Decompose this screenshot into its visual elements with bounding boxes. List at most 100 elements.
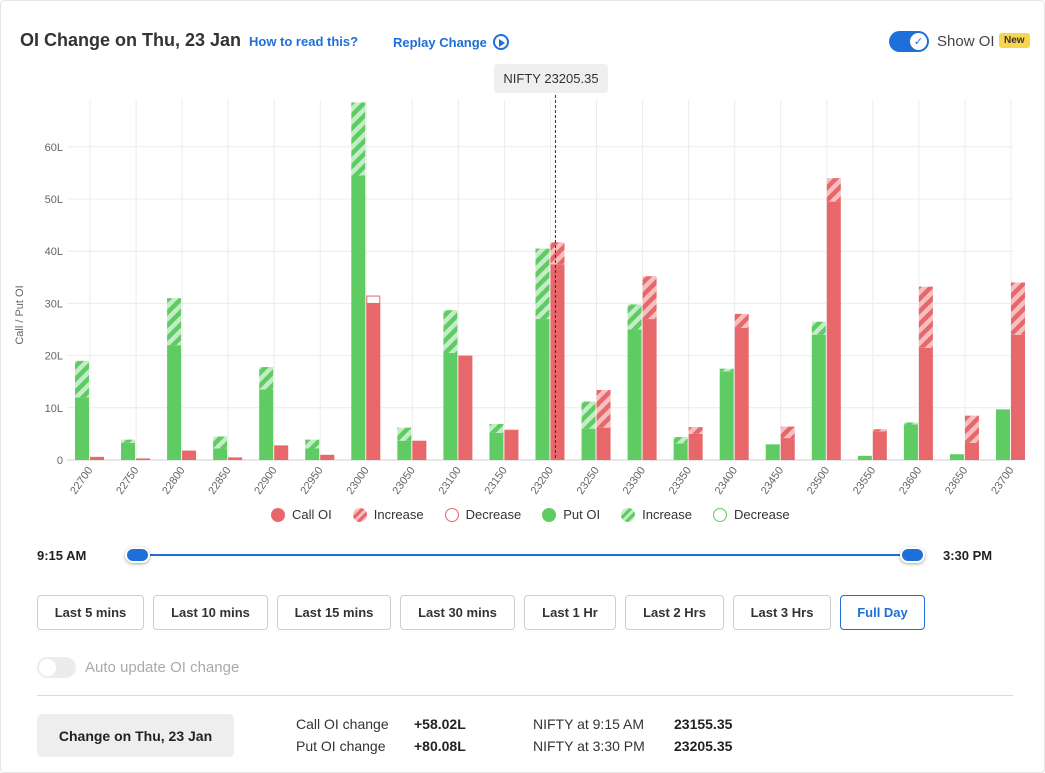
put-oi-bar [351, 175, 366, 460]
x-tick-label: 23200 [529, 465, 556, 497]
x-tick-label: 23100 [436, 465, 463, 497]
put-oi-bar [397, 440, 412, 460]
y-tick-label: 40L [45, 246, 63, 258]
call-oi-increase-bar [918, 286, 933, 348]
call-oi-bar [1011, 334, 1025, 460]
x-tick-label: 22850 [206, 465, 233, 497]
range-last-10-mins-button[interactable]: Last 10 mins [153, 595, 268, 630]
range-last-2-hrs-button[interactable]: Last 2 Hrs [625, 595, 724, 630]
put-oi-increase-bar [351, 102, 366, 176]
time-range-track[interactable] [138, 554, 912, 556]
put-oi-bar [949, 454, 964, 460]
range-last-1-hr-button[interactable]: Last 1 Hr [524, 595, 616, 630]
replay-change-link[interactable]: Replay Change [393, 34, 509, 50]
legend-item-call-decrease[interactable]: Decrease [444, 507, 522, 522]
call-oi-bar [90, 456, 104, 460]
how-to-read-link[interactable]: How to read this? [249, 34, 359, 49]
put-oi-increase-bar [673, 437, 688, 444]
put-oi-bar [673, 443, 688, 460]
x-tick-label: 23500 [805, 465, 832, 497]
range-last-15-mins-button[interactable]: Last 15 mins [277, 595, 391, 630]
auto-update-toggle[interactable] [37, 657, 76, 678]
call-oi-increase-bar [688, 427, 703, 434]
put-oi-increase-bar [489, 423, 504, 433]
legend-item-put-oi[interactable]: Put OI [542, 507, 600, 522]
put-oi-increase-bar [443, 310, 458, 353]
call-oi-increase-bar [964, 415, 979, 443]
put-oi-change-value: +80.08L [414, 738, 466, 754]
range-last-5-mins-button[interactable]: Last 5 mins [37, 595, 144, 630]
call-oi-increase-bar [734, 313, 749, 328]
call-oi-bar [642, 319, 657, 460]
put-oi-swatch [542, 507, 557, 522]
put-oi-bar [627, 329, 642, 460]
nifty-close-value: 23205.35 [674, 738, 733, 754]
show-oi-toggle[interactable]: ✓ [889, 31, 929, 52]
legend-label: Decrease [733, 507, 790, 522]
x-tick-label: 23150 [483, 465, 510, 497]
call-oi-increase-bar [596, 390, 611, 428]
call-oi-bar [412, 440, 427, 460]
call-oi-decrease-bar [366, 295, 381, 304]
y-tick-label: 0 [57, 455, 63, 467]
put-oi-increase-bar [75, 360, 89, 398]
x-tick-label: 23650 [943, 465, 970, 497]
slider-end-handle[interactable] [900, 547, 925, 563]
put-oi-bar [811, 334, 826, 460]
y-axis-label: Call / Put OI [14, 285, 26, 345]
put-oi-bar [996, 409, 1010, 460]
call-oi-increase-bar [1011, 282, 1025, 335]
call-oi-bar [826, 201, 841, 461]
call-oi-bar [918, 347, 933, 460]
show-oi-label: Show OI [937, 33, 995, 50]
x-tick-label: 22950 [298, 465, 325, 497]
change-date-button[interactable]: Change on Thu, 23 Jan [37, 714, 234, 757]
call-oi-bar [688, 433, 703, 460]
put-decrease-swatch [712, 507, 727, 522]
call-oi-increase-bar [780, 426, 795, 439]
y-tick-label: 10L [45, 403, 63, 415]
call-oi-swatch [271, 507, 285, 522]
legend-label: Put OI [563, 507, 601, 522]
legend-label: Decrease [465, 507, 522, 522]
legend-item-put-decrease[interactable]: Decrease [712, 507, 790, 522]
put-oi-bar [857, 455, 872, 460]
call-oi-bar [274, 445, 289, 460]
x-tick-label: 23400 [713, 465, 740, 497]
call-oi-bar [964, 442, 979, 460]
chart-legend: Call OI Increase Decrease Put OI Increas… [271, 507, 811, 522]
call-oi-increase-bar [550, 242, 565, 265]
x-tick-label: 22900 [252, 465, 279, 497]
call-oi-bar [136, 458, 151, 460]
call-oi-bar [366, 303, 381, 460]
nifty-open-value: 23155.35 [674, 716, 733, 732]
x-tick-label: 23450 [759, 465, 786, 497]
call-oi-change-label: Call OI change [296, 716, 389, 732]
put-oi-bar [765, 444, 780, 460]
put-oi-bar [121, 442, 136, 460]
range-last-3-hrs-button[interactable]: Last 3 Hrs [733, 595, 831, 630]
x-tick-label: 22750 [114, 465, 141, 497]
call-oi-bar [596, 427, 611, 460]
legend-item-put-increase[interactable]: Increase [621, 507, 692, 522]
legend-item-call-increase[interactable]: Increase [352, 507, 424, 522]
put-oi-bar [167, 345, 182, 460]
range-full-day-button[interactable]: Full Day [840, 595, 925, 630]
legend-item-call-oi[interactable]: Call OI [271, 507, 332, 522]
put-oi-increase-bar [397, 427, 412, 441]
put-oi-bar [443, 352, 458, 460]
slider-start-handle[interactable] [125, 547, 150, 563]
x-tick-label: 22800 [160, 465, 187, 497]
nifty-open-label: NIFTY at 9:15 AM [533, 716, 645, 732]
put-oi-increase-bar [581, 401, 596, 429]
call-oi-increase-bar [872, 429, 887, 432]
put-oi-bar [75, 397, 89, 460]
call-oi-bar [550, 264, 565, 460]
y-tick-label: 30L [45, 298, 63, 310]
put-oi-increase-bar [535, 248, 550, 320]
range-last-30-mins-button[interactable]: Last 30 mins [400, 595, 515, 630]
call-oi-bar [504, 431, 519, 460]
call-oi-decrease-bar [504, 429, 519, 432]
put-oi-increase-bar [305, 439, 320, 449]
call-increase-swatch [352, 507, 367, 522]
